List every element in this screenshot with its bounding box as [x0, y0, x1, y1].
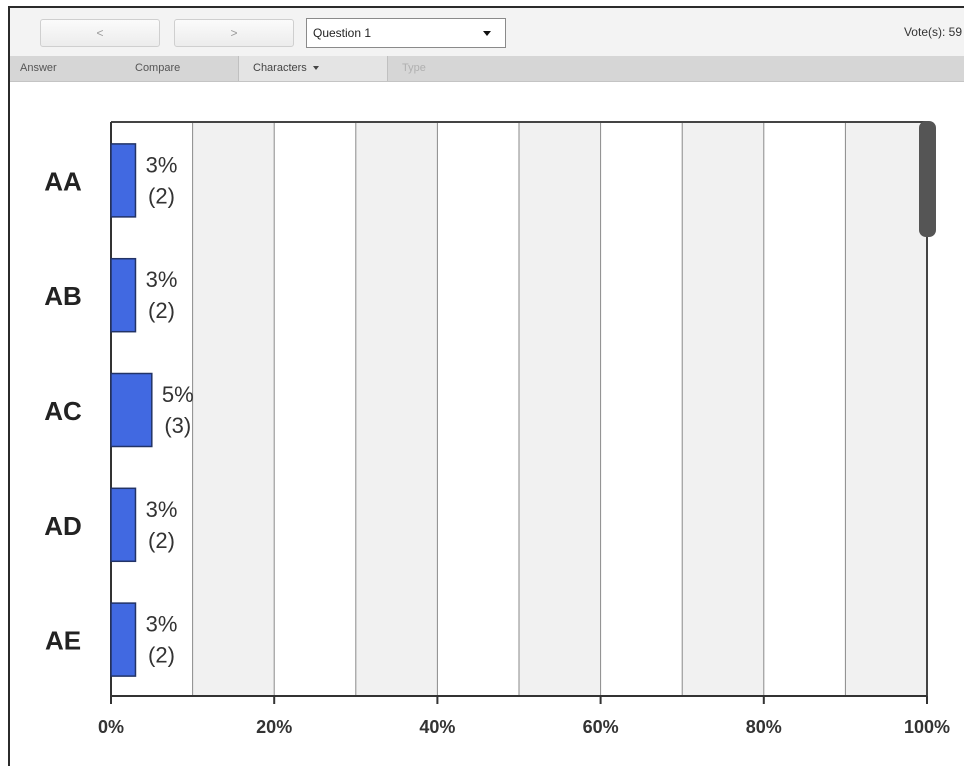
grid-band	[682, 122, 764, 696]
next-button[interactable]: >	[174, 19, 294, 47]
tab-characters-label: Characters	[253, 62, 307, 74]
tab-characters[interactable]: Characters	[238, 56, 388, 81]
tab-dropdown-icon	[312, 66, 319, 71]
view-tabs: Answer Compare Characters Type	[10, 56, 964, 82]
bar	[110, 372, 153, 448]
dropdown-caret-icon	[483, 31, 491, 36]
scrollbar-thumb[interactable]	[919, 121, 936, 237]
bar-count-label: (2)	[148, 528, 175, 553]
category-label: AA	[44, 166, 82, 196]
tab-answer[interactable]: Answer	[20, 62, 57, 74]
tab-compare[interactable]: Compare	[135, 62, 181, 74]
question-select-value: Question 1	[313, 26, 372, 40]
vote-count: Vote(s): 59	[903, 25, 962, 39]
previous-button[interactable]: <	[40, 19, 160, 47]
toolbar: < > Question 1 Vote(s): 59	[10, 8, 964, 56]
grid-band	[845, 122, 927, 696]
bar	[110, 143, 137, 218]
grid-band	[192, 122, 275, 696]
bar-percent-label: 3%	[146, 612, 178, 637]
bar-percent-label: 5%	[162, 382, 194, 407]
bar	[110, 487, 137, 563]
bar	[110, 257, 137, 333]
x-tick-label: 60%	[583, 717, 619, 737]
x-tick-label: 100%	[904, 717, 950, 737]
x-tick-label: 80%	[746, 717, 782, 737]
results-panel: < > Question 1 Vote(s): 59 Answer Compar…	[8, 6, 964, 766]
question-select[interactable]: Question 1	[306, 18, 506, 48]
category-label: AB	[44, 281, 82, 311]
grid-band	[355, 122, 438, 696]
x-tick-label: 20%	[256, 717, 292, 737]
tab-type: Type	[402, 62, 426, 74]
bar	[110, 602, 137, 677]
category-label: AE	[45, 626, 81, 656]
bar-percent-label: 3%	[146, 152, 178, 177]
grid-band	[519, 122, 601, 696]
x-tick-label: 0%	[98, 717, 124, 737]
bar-percent-label: 3%	[146, 267, 178, 292]
bar-count-label: (2)	[148, 298, 175, 323]
x-tick-label: 40%	[419, 717, 455, 737]
category-label: AC	[44, 396, 82, 426]
bar-count-label: (3)	[164, 413, 191, 438]
bar-count-label: (2)	[148, 183, 175, 208]
bar-count-label: (2)	[148, 643, 175, 668]
bar-percent-label: 3%	[146, 497, 178, 522]
category-label: AD	[44, 511, 82, 541]
